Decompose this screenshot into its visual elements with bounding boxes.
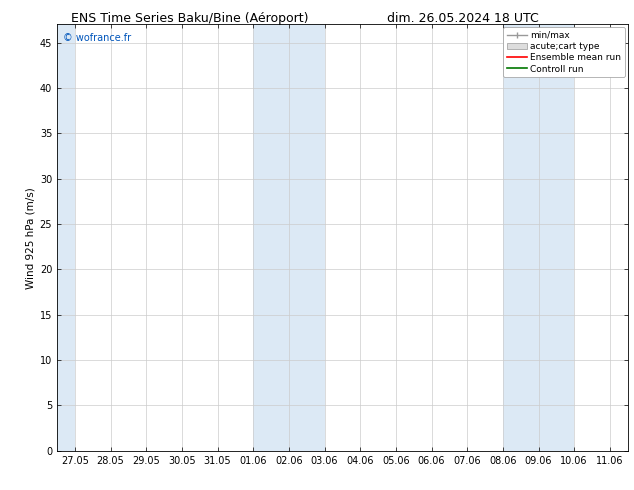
Text: dim. 26.05.2024 18 UTC: dim. 26.05.2024 18 UTC bbox=[387, 12, 539, 25]
Legend: min/max, acute;cart type, Ensemble mean run, Controll run: min/max, acute;cart type, Ensemble mean … bbox=[503, 27, 625, 77]
Bar bbox=[503, 24, 574, 451]
Bar bbox=[57, 24, 75, 451]
Text: © wofrance.fr: © wofrance.fr bbox=[63, 33, 131, 43]
Bar bbox=[253, 24, 325, 451]
Text: ENS Time Series Baku/Bine (Aéroport): ENS Time Series Baku/Bine (Aéroport) bbox=[72, 12, 309, 25]
Y-axis label: Wind 925 hPa (m/s): Wind 925 hPa (m/s) bbox=[25, 187, 36, 289]
